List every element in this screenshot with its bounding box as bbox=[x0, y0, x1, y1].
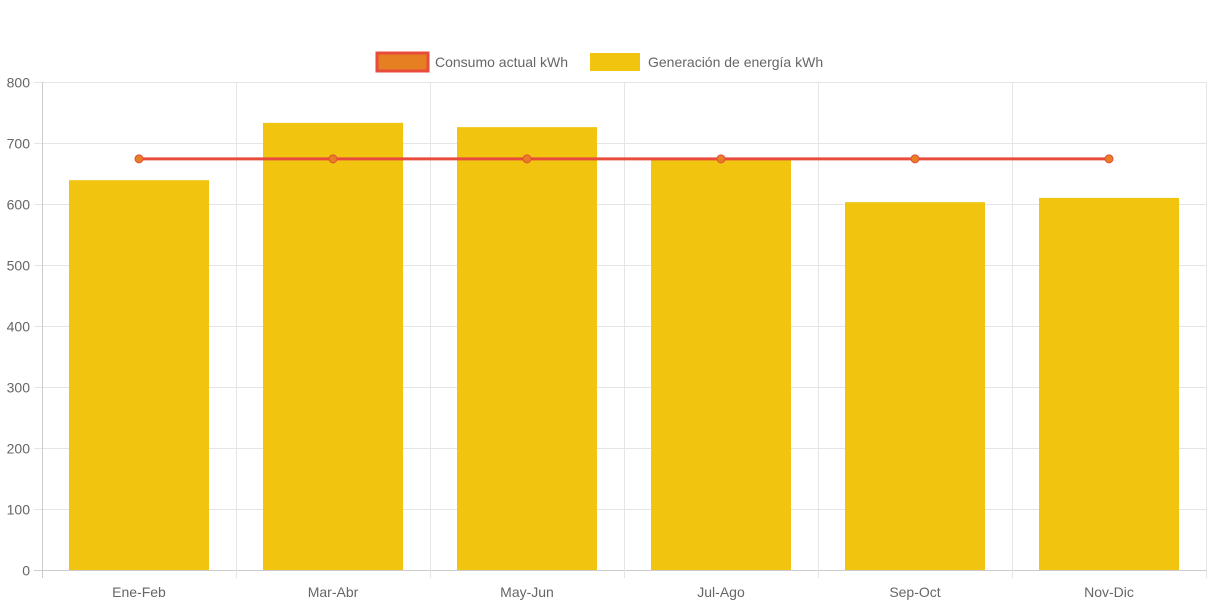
bars bbox=[69, 122, 1179, 571]
bar-generacion bbox=[69, 180, 209, 570]
bar-generacion bbox=[263, 122, 403, 571]
point-consumo bbox=[328, 154, 338, 164]
y-tick-label: 400 bbox=[7, 319, 31, 335]
x-tick-label: Ene-Feb bbox=[112, 584, 166, 600]
y-tick-label: 0 bbox=[22, 563, 30, 579]
y-tick-label: 100 bbox=[7, 502, 31, 518]
legend-label-generacion[interactable]: Generación de energía kWh bbox=[648, 54, 823, 70]
point-consumo bbox=[1104, 154, 1114, 164]
legend-label-consumo[interactable]: Consumo actual kWh bbox=[435, 54, 568, 70]
point-consumo bbox=[716, 154, 726, 164]
bar-generacion bbox=[457, 127, 597, 570]
legend-swatch-generacion[interactable] bbox=[590, 53, 640, 71]
x-tick-label: May-Jun bbox=[500, 584, 554, 600]
point-consumo bbox=[134, 154, 144, 164]
axes: 0 100 200 300 400 500 600 700 800 Ene-Feb Mar-Abr M… bbox=[7, 75, 1134, 601]
y-tick-label: 300 bbox=[7, 380, 31, 396]
grid bbox=[34, 82, 1207, 578]
x-tick-label: Mar-Abr bbox=[308, 584, 359, 600]
y-tick-label: 600 bbox=[7, 197, 31, 213]
y-tick-label: 500 bbox=[7, 258, 31, 274]
bar-generacion bbox=[845, 202, 985, 571]
x-tick-label: Jul-Ago bbox=[697, 584, 745, 600]
x-tick-label: Sep-Oct bbox=[889, 584, 940, 600]
legend: Consumo actual kWh Generación de energía… bbox=[375, 51, 823, 73]
bar-generacion bbox=[1039, 197, 1179, 570]
y-tick-label: 800 bbox=[7, 75, 31, 91]
legend-swatch-consumo[interactable] bbox=[375, 51, 430, 73]
y-tick-label: 700 bbox=[7, 136, 31, 152]
bar-generacion bbox=[651, 158, 791, 570]
y-tick-label: 200 bbox=[7, 441, 31, 457]
x-tick-label: Nov-Dic bbox=[1084, 584, 1134, 600]
point-consumo bbox=[910, 154, 920, 164]
point-consumo bbox=[522, 154, 532, 164]
line-series bbox=[134, 154, 1114, 164]
